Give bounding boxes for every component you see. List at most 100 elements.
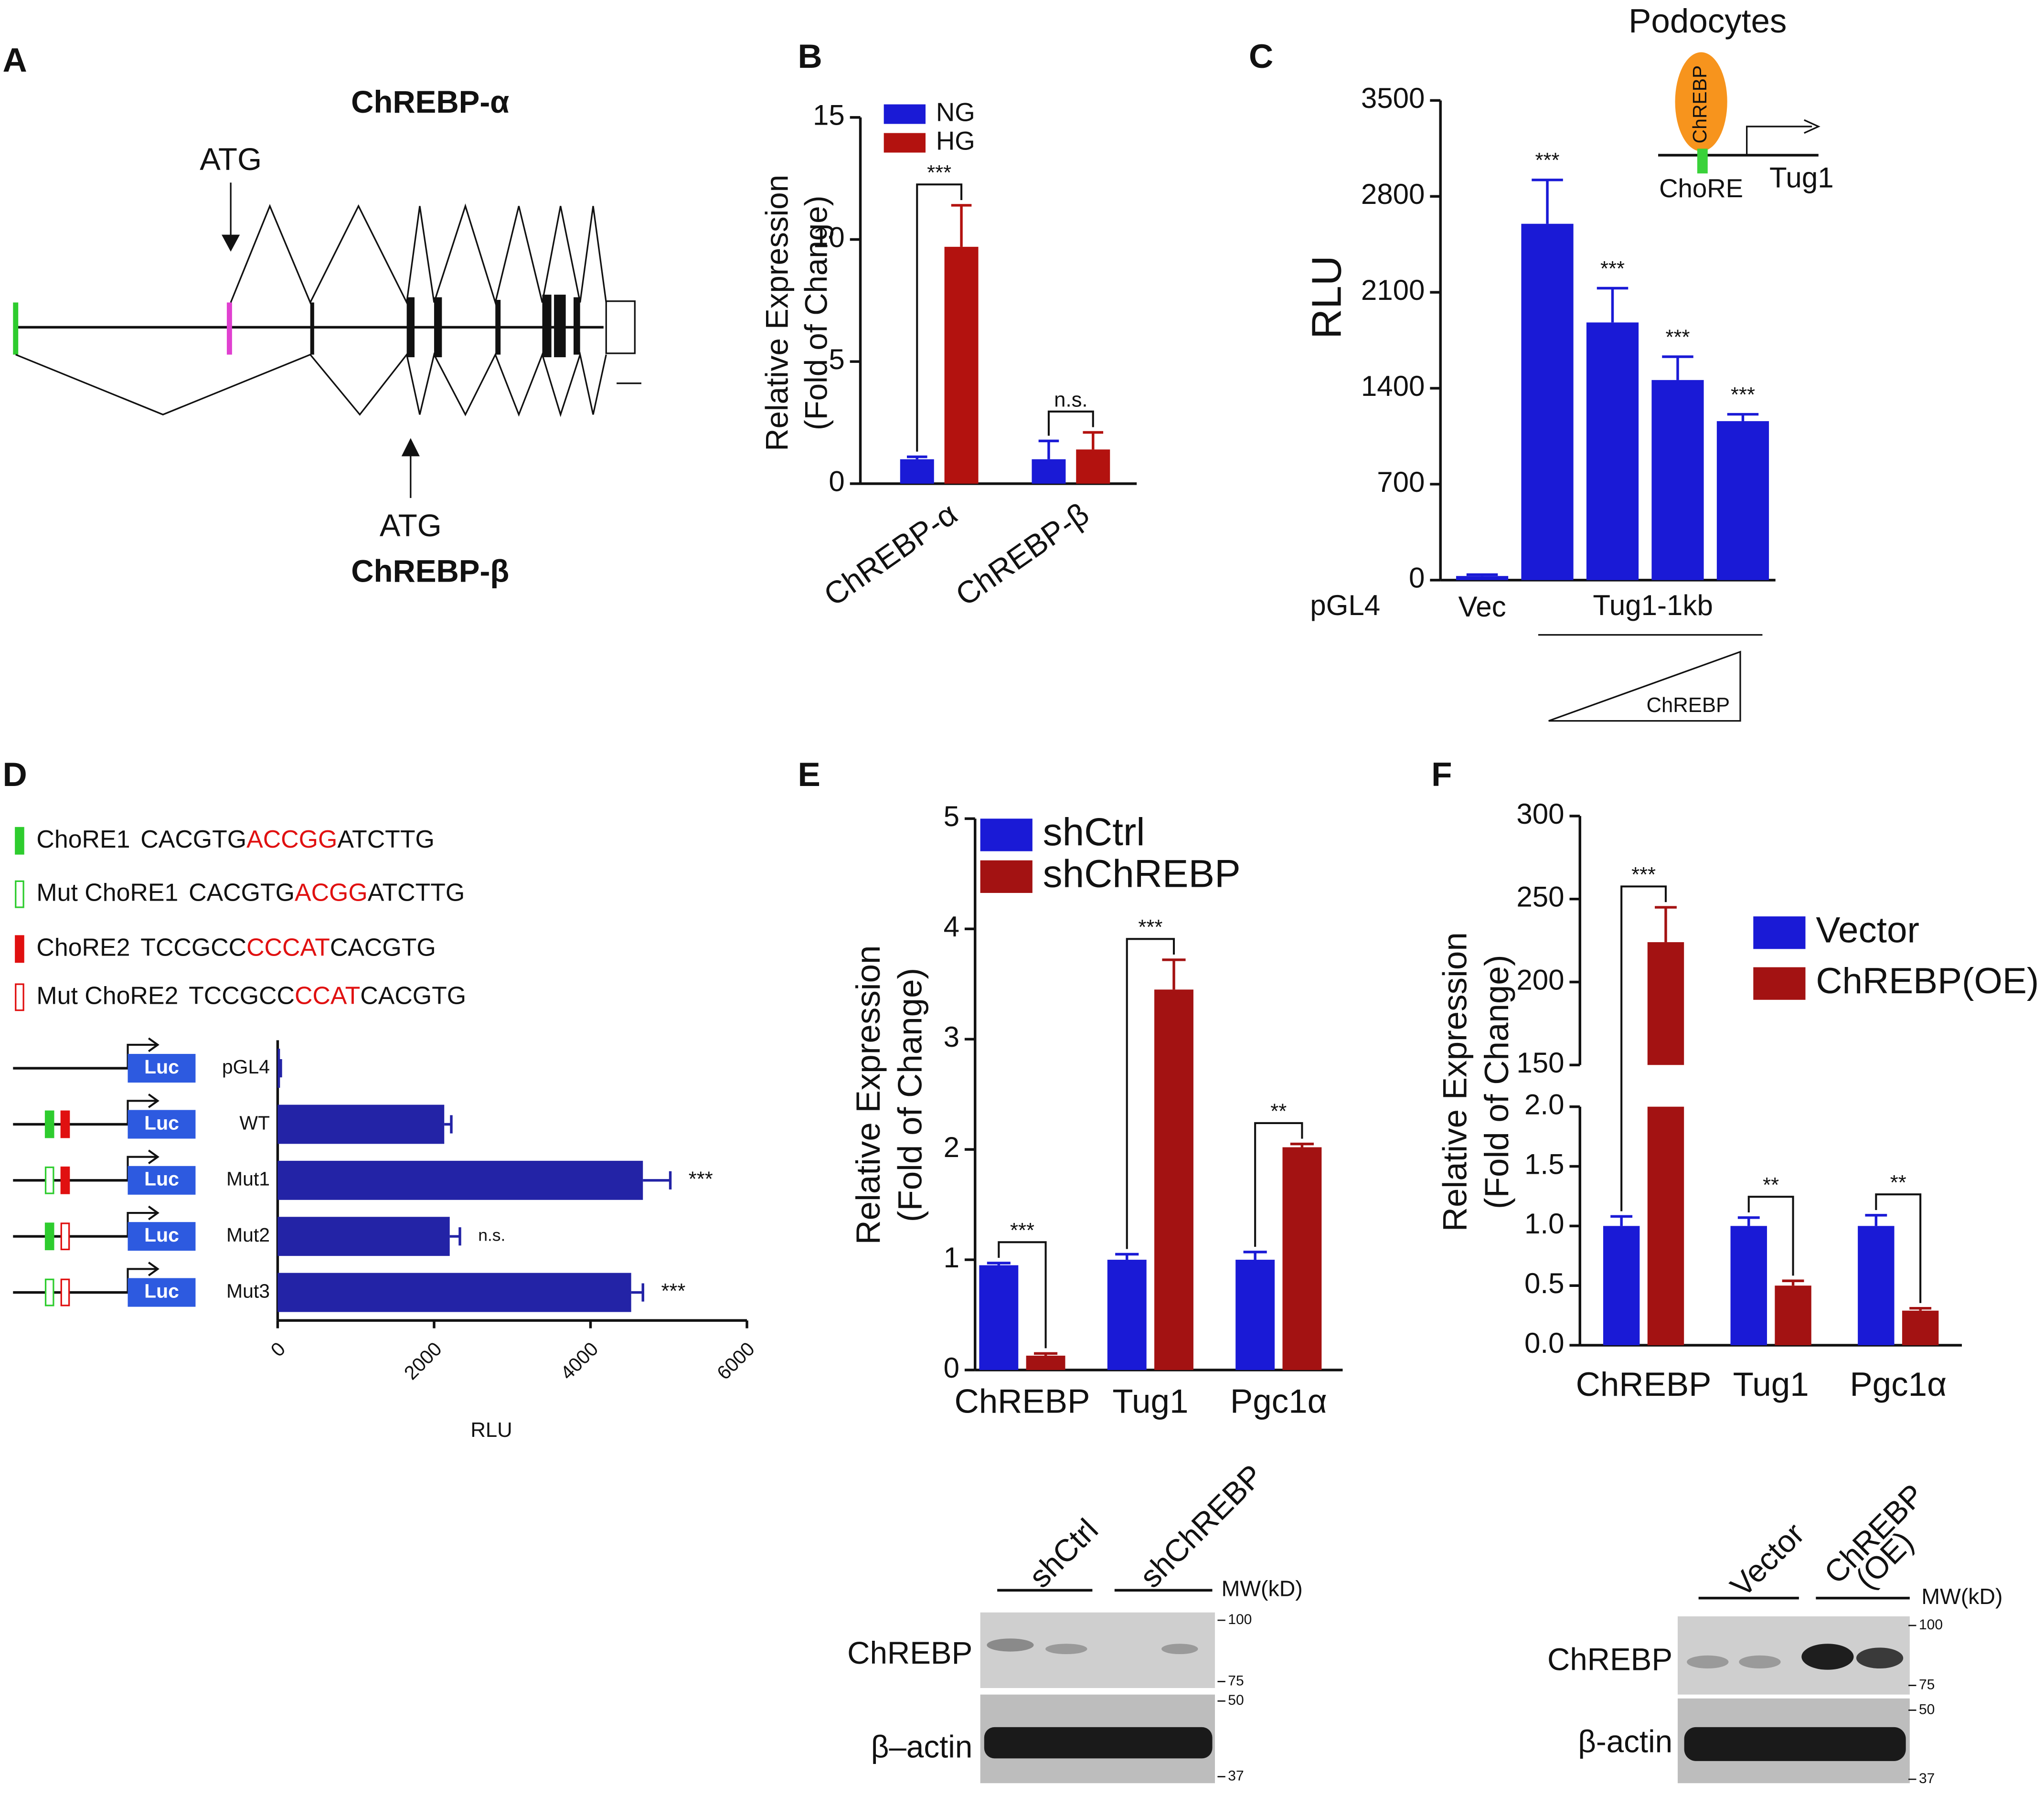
sequence-part: ACCGG [246, 825, 337, 852]
y-tick-label: 1 [944, 1242, 959, 1274]
gene-diagram: A ChREBP-α ATG ATG ChREBP-β [2, 42, 641, 589]
legend-label: NG [936, 97, 975, 127]
band [987, 1638, 1034, 1652]
significance-label: n.s. [1054, 388, 1087, 411]
significance-label: ** [1890, 1171, 1906, 1194]
arrowhead [1804, 119, 1820, 134]
element-marker [15, 935, 24, 963]
panel-label: A [2, 42, 27, 79]
y-tick-label: 2.0 [1524, 1088, 1564, 1120]
arrowhead [401, 438, 420, 457]
mw-marker: 50 [1228, 1692, 1244, 1708]
sequence-part: TCCGCC [140, 933, 246, 961]
bar [1902, 1310, 1939, 1346]
bar [1032, 459, 1066, 484]
sequence: ChoRE1 CACGTGACCGGATCTTG [36, 825, 434, 852]
band [1161, 1644, 1198, 1655]
significance-bracket [916, 183, 963, 452]
response-element [1697, 149, 1708, 174]
element-marker [15, 880, 24, 908]
band [1739, 1655, 1781, 1669]
arrowhead [222, 234, 240, 252]
significance-label: *** [1666, 325, 1690, 349]
y-tick-label: Mut2 [226, 1224, 270, 1246]
y-tick-label: 0.0 [1524, 1327, 1564, 1359]
x-tick-label: Pgc1α [1230, 1383, 1327, 1421]
x-tick-label: ChREBP [954, 1383, 1090, 1421]
sequence-part: ATCTTG [368, 878, 465, 906]
sequence-part: CACGTG [360, 981, 466, 1009]
element-marker [60, 1278, 70, 1306]
legend-swatch [884, 104, 926, 124]
lane-label: shChREBP [1133, 1458, 1270, 1594]
mw-label: MW(kD) [1222, 1576, 1303, 1601]
significance-label: *** [1138, 915, 1162, 939]
element-marker [44, 1278, 54, 1306]
x-tick-label: Pgc1α [1850, 1366, 1947, 1403]
mw-marker: 100 [1919, 1617, 1943, 1633]
element-marker [44, 1166, 54, 1194]
y-axis-title: (Fold of Change) [1478, 955, 1516, 1209]
promoter-inset: Podocytes ChREBP ChoRE Tug1 [1629, 2, 1834, 203]
band [1801, 1644, 1854, 1670]
significance-label: *** [661, 1279, 685, 1303]
luc-box [128, 1166, 196, 1195]
legend-swatch [980, 818, 1033, 851]
significance-bracket [998, 1241, 1047, 1349]
sequence-part: CCAT [295, 981, 360, 1009]
band [1687, 1655, 1729, 1669]
sequence-part: ChoRE1 [36, 825, 130, 852]
diagram-subtitle: ChREBP-β [351, 554, 509, 589]
y-tick-label: 150 [1516, 1047, 1564, 1079]
y-tick-label: 15 [813, 99, 845, 131]
group-label: Tug1-1kb [1593, 589, 1713, 621]
atg-label: ATG [200, 142, 262, 177]
element-label: ChoRE [1659, 174, 1743, 203]
sequence-part: CACGTG [189, 878, 295, 906]
bar [1716, 421, 1769, 580]
mw-marker: 100 [1228, 1612, 1252, 1627]
y-tick-label: 3500 [1361, 82, 1425, 114]
legend-swatch [1753, 967, 1806, 1000]
y-tick-label: 3 [944, 1021, 959, 1053]
bar [900, 459, 934, 484]
x-tick-label: Tug1 [1733, 1366, 1809, 1403]
sequence-part: Mut ChoRE1 [36, 878, 178, 906]
x-tick-label: ChREBP [1576, 1366, 1712, 1403]
bar [277, 1217, 450, 1256]
significance-bracket [1126, 938, 1175, 1249]
legend-label: Vector [1816, 910, 1919, 950]
panel-label: B [798, 38, 822, 75]
element-marker [15, 983, 24, 1011]
row-label: β-actin [1578, 1724, 1672, 1759]
bar [1076, 449, 1110, 484]
panel-label: E [798, 756, 820, 794]
bar [1858, 1226, 1895, 1346]
significance-label: n.s. [478, 1226, 505, 1245]
bar [277, 1049, 280, 1088]
band [984, 1727, 1213, 1759]
significance-label: *** [1731, 383, 1755, 406]
protein-shape [1675, 52, 1727, 151]
panel-label: C [1249, 38, 1273, 75]
y-axis-title: RLU [1303, 255, 1350, 339]
utr-box [605, 300, 636, 354]
y-tick-label: 2100 [1361, 274, 1425, 306]
protein-label: ChREBP [1689, 65, 1711, 144]
luc-label: Luc [144, 1112, 179, 1134]
x-tick-label: 2000 [400, 1338, 446, 1384]
legend-label: ChREBP(OE) [1816, 961, 2039, 1001]
y-tick-label: Mut1 [226, 1168, 270, 1190]
band [1045, 1644, 1087, 1655]
significance-bracket [1747, 1196, 1794, 1276]
sequence-part: CACGTG [140, 825, 246, 852]
significance-bracket [1047, 410, 1094, 436]
x-tick-label: 6000 [713, 1338, 759, 1384]
y-tick-label: 300 [1516, 798, 1564, 830]
lane-label: shCtrl [1022, 1512, 1105, 1594]
bar [1775, 1285, 1811, 1346]
y-tick-label: 700 [1377, 466, 1425, 498]
legend-swatch [1753, 916, 1806, 949]
bar [1026, 1355, 1065, 1370]
y-axis-title: Relative Expression [850, 945, 887, 1245]
